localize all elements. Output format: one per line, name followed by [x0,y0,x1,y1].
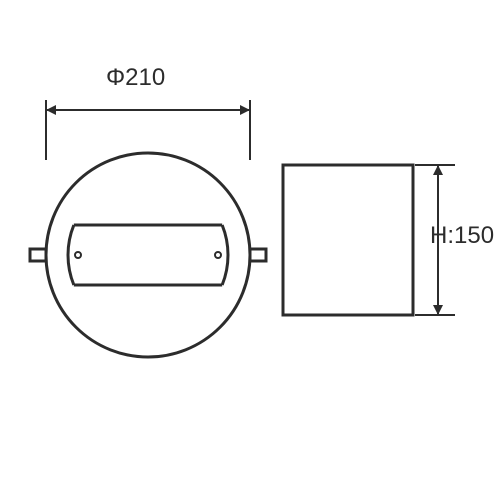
diameter-label: Φ210 [106,64,165,92]
technical-drawing: Φ210 H:150 [0,0,500,500]
height-label: H:150 [430,222,494,250]
drawing-svg [0,0,500,500]
